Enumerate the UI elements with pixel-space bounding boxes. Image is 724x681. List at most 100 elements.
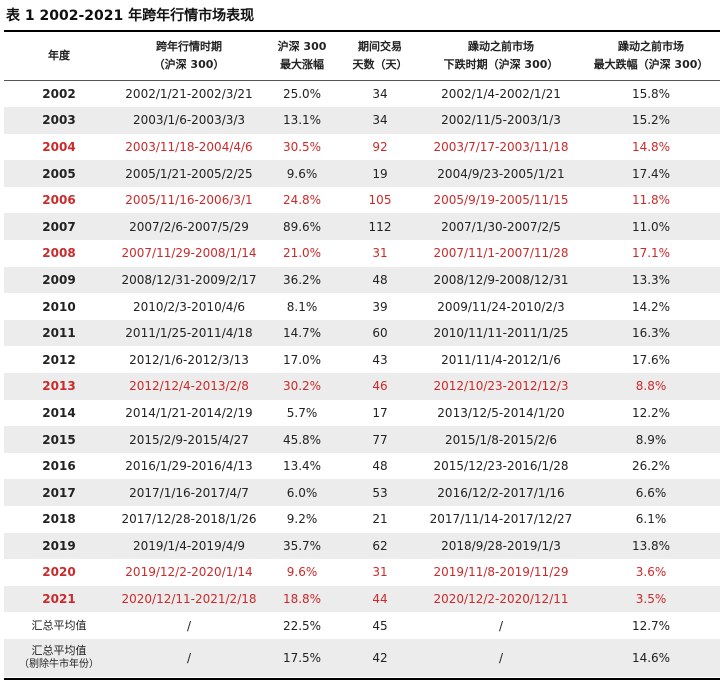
cell-max-drop: 11.0% (631, 219, 671, 234)
cell-max-gain: 45.8% (282, 432, 322, 447)
cell-max-gain: 18.8% (282, 592, 322, 607)
cell-period: 2012/1/6-2012/3/13 (129, 352, 249, 367)
cell-year: 2005 (42, 166, 76, 181)
cell-pre-decline-period: 2013/12/5-2014/1/20 (437, 405, 565, 420)
cell-max-drop: 13.8% (631, 538, 671, 553)
cell-pre-decline-period: 2015/1/8-2015/2/6 (444, 432, 558, 447)
table-row: 2002 2002/1/21-2002/3/21 25.0% 34 2002/1/4-2… (4, 81, 720, 108)
cell-year: 2016 (42, 459, 76, 474)
cell-period: 2008/12/31-2009/2/17 (121, 272, 257, 287)
cell-pre-decline-period: 2002/1/4-2002/1/21 (441, 87, 561, 102)
table-row: 2016 2016/1/29-2016/4/13 13.4% 48 2015/12/23… (4, 453, 720, 480)
cell-period: 2019/1/4-2019/4/9 (132, 538, 246, 553)
header-period: 跨年行情时期 （沪深 300） (114, 32, 264, 81)
cell-year: 2011 (42, 326, 76, 341)
summary2-gain: 17.5% (282, 650, 322, 665)
cell-period: 2017/12/28-2018/1/26 (121, 512, 257, 527)
table-row: 2012 2012/1/6-2012/3/13 17.0% 43 2011/11/4-2… (4, 346, 720, 373)
table-row: 2011 2011/1/25-2011/4/18 14.7% 60 2010/11/11… (4, 319, 720, 347)
cell-max-drop: 16.3% (631, 326, 671, 341)
cell-max-gain: 9.2% (286, 512, 318, 527)
cell-max-drop: 14.2% (631, 299, 671, 314)
summary-pre-period: / (498, 618, 504, 633)
cell-pre-decline-period: 2015/12/23-2016/1/28 (433, 459, 569, 474)
cell-year: 2020 (42, 565, 76, 580)
cell-period: 2020/12/11-2021/2/18 (121, 592, 257, 607)
cell-max-drop: 17.4% (631, 166, 671, 181)
cell-trading-days: 46 (372, 379, 388, 394)
header-row: 年度 跨年行情时期 （沪深 300） 沪深 300 最大涨幅 期间交易 天数（天… (4, 32, 720, 81)
cell-max-gain: 13.1% (282, 113, 322, 128)
cell-max-gain: 89.6% (282, 219, 322, 234)
cell-trading-days: 44 (372, 592, 388, 607)
cell-pre-decline-period: 2011/11/4-2012/1/6 (441, 352, 561, 367)
cell-trading-days: 112 (368, 219, 392, 234)
cell-trading-days: 34 (372, 113, 388, 128)
cell-trading-days: 62 (372, 538, 388, 553)
table-row: 2006 2005/11/16-2006/3/1 24.8% 105 2005/9/19… (4, 187, 720, 214)
cell-trading-days: 19 (372, 166, 388, 181)
cell-pre-decline-period: 2007/11/1-2007/11/28 (433, 246, 569, 261)
table-row: 2007 2007/2/6-2007/5/29 89.6% 112 2007/1/30-… (4, 213, 720, 241)
cell-trading-days: 48 (372, 272, 388, 287)
table-row: 2020 2019/12/2-2020/1/14 9.6% 31 2019/11/8-2… (4, 559, 720, 586)
cell-max-gain: 35.7% (282, 538, 322, 553)
table-row: 2013 2012/12/4-2013/2/8 30.2% 46 2012/10/23-… (4, 373, 720, 400)
summary2-days: 42 (372, 650, 388, 665)
cell-max-drop: 3.6% (635, 565, 667, 580)
cell-year: 2002 (42, 87, 76, 102)
table-row: 2019 2019/1/4-2019/4/9 35.7% 62 2018/9/28-20… (4, 532, 720, 560)
header-max-gain: 沪深 300 最大涨幅 (264, 32, 340, 81)
table-title: 表 1 2002-2021 年跨年行情市场表现 (6, 8, 255, 24)
cell-year: 2008 (42, 246, 76, 261)
cell-max-gain: 9.6% (286, 565, 318, 580)
cell-max-drop: 8.8% (635, 379, 667, 394)
summary-row-excluding-bull: 汇总平均值 （剔除牛市年份） / 17.5% 42 / 14.6% (4, 638, 720, 677)
cell-period: 2016/1/29-2016/4/13 (125, 459, 253, 474)
cell-year: 2012 (42, 352, 76, 367)
summary-drop: 12.7% (631, 618, 671, 633)
cell-period: 2005/11/16-2006/3/1 (125, 193, 253, 208)
table-row: 2017 2017/1/16-2017/4/7 6.0% 53 2016/12/2-20… (4, 479, 720, 506)
cell-year: 2014 (42, 405, 76, 420)
cell-pre-decline-period: 2007/1/30-2007/2/5 (441, 219, 561, 234)
cell-pre-decline-period: 2004/9/23-2005/1/21 (437, 166, 565, 181)
cell-max-drop: 12.2% (631, 405, 671, 420)
cell-year: 2015 (42, 432, 76, 447)
header-max-drop: 躁动之前市场 最大跌幅（沪深 300） (582, 32, 720, 81)
cell-period: 2003/1/6-2003/3/3 (132, 113, 246, 128)
cell-period: 2005/1/21-2005/2/25 (125, 166, 253, 181)
cell-period: 2012/12/4-2013/2/8 (129, 379, 249, 394)
cell-year: 2019 (42, 538, 76, 553)
cell-max-gain: 13.4% (282, 459, 322, 474)
header-year: 年度 (4, 32, 114, 81)
header-gain-line2: 最大涨幅 (280, 58, 324, 71)
market-performance-table: 年度 跨年行情时期 （沪深 300） 沪深 300 最大涨幅 期间交易 天数（天… (4, 32, 720, 677)
cell-period: 2014/1/21-2014/2/19 (125, 405, 253, 420)
cell-trading-days: 48 (372, 459, 388, 474)
cell-year: 2017 (42, 485, 76, 500)
table-row: 2008 2007/11/29-2008/1/14 21.0% 31 2007/11/1… (4, 240, 720, 267)
summary2-period: / (186, 650, 192, 665)
cell-max-drop: 15.2% (631, 113, 671, 128)
cell-year: 2021 (42, 592, 76, 607)
cell-trading-days: 17 (372, 405, 388, 420)
cell-pre-decline-period: 2003/7/17-2003/11/18 (433, 139, 569, 154)
table-bottom-rule (4, 678, 720, 680)
cell-trading-days: 77 (372, 432, 388, 447)
summary2-drop: 14.6% (631, 650, 671, 665)
summary-days: 45 (372, 618, 388, 633)
cell-trading-days: 31 (372, 565, 388, 580)
cell-pre-decline-period: 2012/10/23-2012/12/3 (433, 379, 569, 394)
table-row: 2010 2010/2/3-2010/4/6 8.1% 39 2009/11/24-20… (4, 293, 720, 320)
cell-pre-decline-period: 2008/12/9-2008/12/31 (433, 272, 569, 287)
table-row: 2003 2003/1/6-2003/3/3 13.1% 34 2002/11/5-20… (4, 107, 720, 134)
cell-pre-decline-period: 2009/11/24-2010/2/3 (437, 299, 565, 314)
header-pre-line1: 躁动之前市场 (468, 40, 534, 53)
summary2-pre-period: / (498, 650, 504, 665)
header-drop-line1: 躁动之前市场 (618, 40, 684, 53)
cell-year: 2006 (42, 193, 76, 208)
header-drop-line2: 最大跌幅（沪深 300） (593, 58, 709, 71)
header-days-line1: 期间交易 (358, 40, 402, 53)
cell-pre-decline-period: 2002/11/5-2003/1/3 (441, 113, 561, 128)
